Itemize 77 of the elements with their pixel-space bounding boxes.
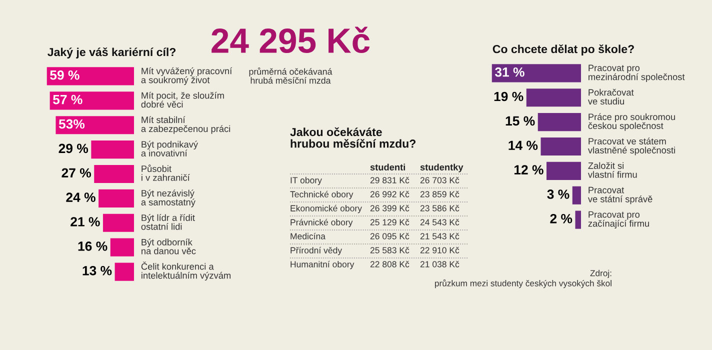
data-label: 13 % <box>82 266 112 276</box>
text: průměrná očekávaná hrubá měsíční mzda <box>249 68 332 84</box>
y-tick-label: Být nezávislý a samostatný <box>141 190 196 208</box>
data-label: 31 % <box>494 67 524 77</box>
chart-title: Jaký je váš kariérní cíl? <box>48 47 176 58</box>
data-label: 26 399 Kč <box>370 204 410 212</box>
data-label: 21 % <box>70 217 100 226</box>
bar <box>102 214 134 232</box>
data-label: 22 910 Kč <box>420 246 460 254</box>
category-label: Medicína <box>290 232 326 240</box>
category-label: Humanitní obory <box>290 260 354 270</box>
bar <box>538 113 581 132</box>
y-tick-label: Pracovat pro začínající firmu <box>588 211 649 229</box>
data-label: 12 % <box>514 165 544 174</box>
y-tick-label: Být podnikavý a inovativní <box>141 140 198 157</box>
y-tick-label: Práce pro soukromou českou společnost <box>588 113 675 131</box>
bar <box>50 92 134 110</box>
data-label: 19 % <box>494 92 524 102</box>
data-label: 26 095 Kč <box>370 232 410 240</box>
y-tick-label: Být odborník na danou věc <box>142 238 196 254</box>
bar <box>91 140 134 159</box>
data-label: 2 % <box>550 214 572 224</box>
data-label: 16 % <box>78 242 108 251</box>
data-label: 29 % <box>58 144 88 154</box>
category-label: IT obory <box>290 176 322 186</box>
data-label: 21 543 Kč <box>420 232 460 240</box>
text: Jakou očekáváte hrubou měsíční mzdu? <box>290 127 416 148</box>
bar <box>526 88 581 107</box>
y-tick-label: Čelit konkurenci a intelektuálním výzvám <box>141 262 231 281</box>
y-tick-label: Působit i v zahraničí <box>142 164 190 181</box>
y-tick-label: Mít pocit, že sloužím dobré věci <box>141 92 224 108</box>
chart-title: Co chcete dělat po škole? <box>492 44 634 56</box>
y-tick-label: Mít stabilní a zabezpečenou práci <box>141 116 230 134</box>
bar <box>56 116 134 134</box>
data-label: 29 831 Kč <box>370 176 410 184</box>
bar <box>575 210 581 229</box>
data-label: 25 583 Kč <box>370 246 410 254</box>
bar <box>540 137 581 156</box>
bar <box>114 262 134 281</box>
data-label: 24 % <box>66 192 96 202</box>
y-tick-label: Pokračovat ve studiu <box>588 88 634 105</box>
text: studentky <box>420 164 464 172</box>
data-label: 15 % <box>506 116 535 126</box>
y-tick-label: Založit si vlastní firmu <box>588 162 637 178</box>
data-label: 25 129 Kč <box>370 218 410 226</box>
data-label: 23 859 Kč <box>420 190 460 198</box>
data-label: 21 038 Kč <box>420 260 460 268</box>
category-label: Přírodní vědy <box>290 246 342 256</box>
y-tick-label: Být lídr a řídit ostatní lidi <box>141 214 195 230</box>
bar <box>46 67 134 86</box>
text: studenti <box>370 164 405 170</box>
data-label: 26 703 Kč <box>420 176 460 184</box>
data-label: 53% <box>58 119 85 129</box>
data-label: 57 % <box>53 94 82 104</box>
bar <box>572 186 581 204</box>
category-label: Ekonomické obory <box>290 204 362 214</box>
data-label: 14 % <box>508 140 538 150</box>
data-label: 23 586 Kč <box>420 204 460 212</box>
text: Zdroj: průzkum mezi studenty českých vysokých škol <box>435 270 612 288</box>
bar <box>94 164 134 184</box>
bar <box>546 162 581 180</box>
y-tick-label: Pracovat pro mezinárodní společnost <box>588 64 685 82</box>
bar <box>110 238 134 256</box>
data-label: 3 % <box>547 190 570 199</box>
text: 24 295 Kč <box>212 26 370 54</box>
data-label: 27 % <box>62 168 92 178</box>
data-label: 24 543 Kč <box>420 218 460 226</box>
data-label: 26 992 Kč <box>370 190 410 198</box>
bar <box>492 64 581 82</box>
y-tick-label: Pracovat ve státní správě <box>588 186 652 204</box>
category-label: Technické obory <box>290 190 354 200</box>
category-label: Právnické obory <box>290 218 353 228</box>
data-label: 22 808 Kč <box>370 260 410 268</box>
bar <box>98 189 134 208</box>
data-label: 59 % <box>50 70 80 80</box>
y-tick-label: Pracovat ve státem vlastněné společnosti <box>588 138 675 156</box>
y-tick-label: Mít vyvážený pracovní a soukromý život <box>141 67 232 86</box>
